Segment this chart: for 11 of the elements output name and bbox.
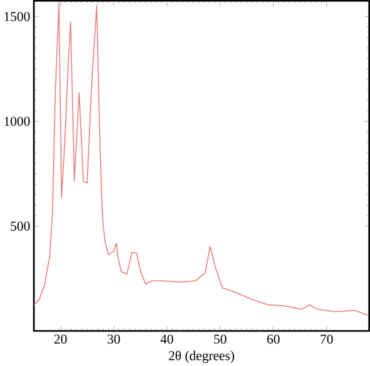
y-tick-label: 500 (10, 221, 30, 230)
x-tick-label: 30 (108, 334, 120, 344)
x-tick-label: 40 (160, 334, 174, 344)
y-tick-label: 1000 (4, 116, 30, 126)
x-tick-label: 60 (267, 334, 280, 344)
x-axis-title: 2θ (degrees) (168, 350, 234, 363)
line-series (34, 2, 368, 316)
x-tick-label: 50 (214, 334, 226, 344)
x-tick-label: 20 (54, 334, 67, 344)
x-tick-label: 70 (320, 334, 333, 344)
y-tick-label: 1500 (4, 12, 30, 21)
